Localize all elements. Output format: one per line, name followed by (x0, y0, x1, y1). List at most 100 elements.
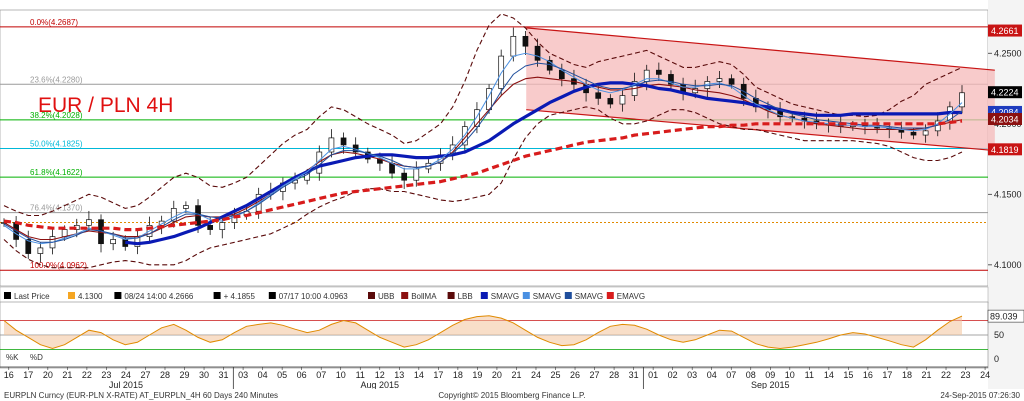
price-flag-label: 4.2084 (991, 107, 1019, 117)
legend-swatch (4, 292, 11, 299)
x-tick-label: 27 (590, 370, 600, 380)
candle-body (522, 35, 529, 47)
legend-label: SMAVG (491, 292, 519, 301)
x-tick-label: 21 (511, 370, 521, 380)
candle-body (510, 35, 517, 57)
legend-label: EMAVG (617, 292, 645, 301)
fib-level-label: 61.8%(4.1622) (30, 168, 83, 177)
x-tick-label: 21 (62, 370, 72, 380)
x-tick-label: 04 (707, 370, 717, 380)
x-tick-label: 20 (43, 370, 53, 380)
candle-body (328, 137, 335, 153)
legend-label: 4.1300 (78, 292, 103, 301)
oscillator-last-value: 89.039 (990, 312, 1018, 322)
legend-swatch (606, 292, 614, 299)
candle-body (716, 78, 723, 82)
x-tick-label: 26 (570, 370, 580, 380)
x-tick-label: 09 (765, 370, 775, 380)
series-line-emavg (3, 119, 963, 232)
x-tick-label: 17 (433, 370, 443, 380)
legend-label: Last Price (14, 292, 50, 301)
legend-swatch (213, 292, 221, 299)
legend-swatch (368, 292, 375, 299)
legend-label: LBB (458, 292, 473, 301)
right-axis-panel (988, 0, 1024, 401)
legend-swatch (564, 292, 572, 299)
x-tick-label: 20 (492, 370, 502, 380)
legend-label: SMAVG (533, 292, 561, 301)
x-tick-label: 03 (687, 370, 697, 380)
candle-body (619, 95, 626, 105)
legend-label: UBB (378, 292, 394, 301)
candle-body (25, 239, 32, 254)
candle-body (110, 239, 116, 245)
candle-body (728, 78, 735, 85)
x-tick-label: 03 (238, 370, 248, 380)
oscillator-legend-d: %D (30, 353, 43, 362)
legend-swatch (268, 292, 276, 299)
fib-level-label: 76.4%(4.1370) (30, 204, 83, 213)
candle-body (340, 137, 347, 146)
price-flag (988, 112, 1022, 125)
y-tick-label: 4.1000 (994, 260, 1022, 270)
fib-level-label: 50.0%(4.1825) (30, 139, 83, 148)
x-tick-label: 13 (394, 370, 404, 380)
x-tick-label: 30 (199, 370, 209, 380)
x-tick-label: 31 (219, 370, 229, 380)
y-tick-label: 4.2500 (994, 48, 1022, 58)
series-line-ubb (3, 13, 963, 217)
x-tick-label: 06 (297, 370, 307, 380)
candle-body (389, 162, 395, 174)
x-tick-label: 28 (160, 370, 170, 380)
x-tick-label: 07 (316, 370, 326, 380)
series-line-smavg (3, 52, 963, 245)
x-tick-label: 15 (843, 370, 853, 380)
x-tick-label: 22 (82, 370, 92, 380)
x-tick-label: 29 (180, 370, 190, 380)
x-tick-label: 10 (785, 370, 795, 380)
y-tick-label: 4.1500 (994, 189, 1022, 199)
fib-level-label: 100.0%(4.0962) (30, 261, 87, 270)
fib-level-label: 38.2%(4.2028) (30, 111, 83, 120)
oscillator-k-line (3, 315, 963, 350)
x-tick-label: 19 (472, 370, 482, 380)
oscillator-last-flag (987, 309, 1024, 323)
x-tick-label: 04 (258, 370, 268, 380)
price-flag-label: 4.1819 (991, 145, 1019, 155)
x-tick-label: 11 (356, 370, 365, 380)
x-tick-label: 22 (941, 370, 951, 380)
x-tick-label: 16 (4, 370, 14, 380)
legend-swatch (68, 292, 75, 299)
x-tick-label: 27 (140, 370, 150, 380)
x-tick-label: 11 (805, 370, 814, 380)
oscillator-y-tick: 0 (994, 354, 999, 364)
candle-body (668, 74, 674, 85)
x-tick-label: 10 (336, 370, 346, 380)
candle-body (37, 247, 44, 254)
x-month-label: Sep 2015 (751, 380, 790, 390)
x-tick-label: 21 (921, 370, 931, 380)
x-month-label: Jul 2015 (109, 380, 143, 390)
series-line-smavg (125, 81, 962, 246)
x-tick-label: 14 (414, 370, 424, 380)
x-tick-label: 24 (980, 370, 990, 380)
series-line-lbb (3, 106, 963, 269)
x-tick-label: 24 (121, 370, 131, 380)
candle-body (607, 98, 614, 105)
candle-body (207, 224, 214, 230)
fib-level-label: 23.6%(4.2280) (30, 75, 83, 84)
legend-swatch (480, 292, 488, 299)
legend-swatch (401, 292, 409, 299)
candle-body (183, 205, 189, 209)
legend-label: 07/17 10:00 4.0963 (279, 292, 349, 301)
candle-body (219, 222, 226, 230)
x-tick-label: 23 (961, 370, 971, 380)
candle-body (474, 109, 480, 127)
candle-body (534, 45, 541, 61)
legend-swatch (114, 292, 122, 299)
candle-body (61, 229, 68, 237)
x-tick-label: 25 (550, 370, 560, 380)
footer-right: 24-Sep-2015 07:26:30 (940, 391, 1020, 400)
legend-label: BollMA (411, 292, 437, 301)
